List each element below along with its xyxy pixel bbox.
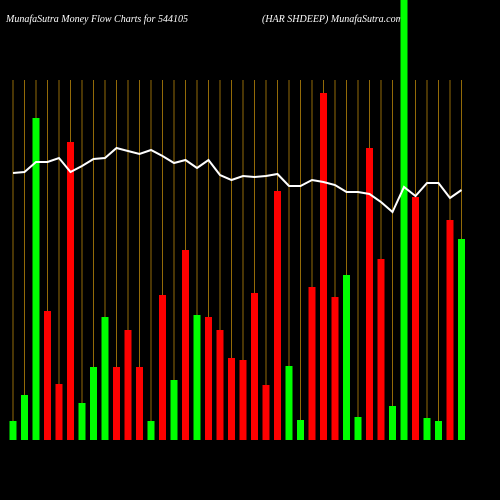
bar <box>308 287 316 440</box>
bar <box>9 421 17 440</box>
bar <box>124 330 132 440</box>
bar <box>262 385 270 440</box>
bar <box>458 239 465 440</box>
bar <box>193 315 201 440</box>
bar <box>366 148 373 440</box>
bar <box>216 330 224 440</box>
bar <box>239 360 247 440</box>
chart-title-left: MunafaSutra Money Flow Charts for 544105 <box>5 14 188 25</box>
bar <box>44 311 51 440</box>
bar <box>205 317 212 440</box>
bar <box>136 367 143 440</box>
bar <box>21 395 28 440</box>
bar <box>343 275 350 440</box>
bar <box>435 421 442 440</box>
bar <box>67 142 74 440</box>
bar <box>251 293 258 440</box>
bar <box>285 366 293 440</box>
bar <box>412 197 419 440</box>
money-flow-line <box>12 146 463 214</box>
bar <box>320 93 327 440</box>
bar <box>78 403 86 440</box>
bar <box>55 384 63 440</box>
bar <box>446 220 454 440</box>
bar <box>389 406 396 440</box>
bar <box>147 421 155 440</box>
bar <box>170 380 178 440</box>
bar <box>354 417 362 440</box>
bar <box>182 250 189 440</box>
bar <box>377 259 385 440</box>
bar <box>331 297 339 440</box>
bar <box>113 367 120 440</box>
bar <box>101 317 109 440</box>
bar <box>423 418 431 440</box>
bar <box>297 420 304 440</box>
bar <box>274 191 281 440</box>
bar <box>159 295 166 440</box>
chart-title-right: (HAR SHDEEP) MunafaSutra.com <box>262 14 403 25</box>
bar <box>228 358 235 440</box>
bar <box>400 0 408 440</box>
bar <box>90 367 97 440</box>
bar <box>32 118 40 440</box>
